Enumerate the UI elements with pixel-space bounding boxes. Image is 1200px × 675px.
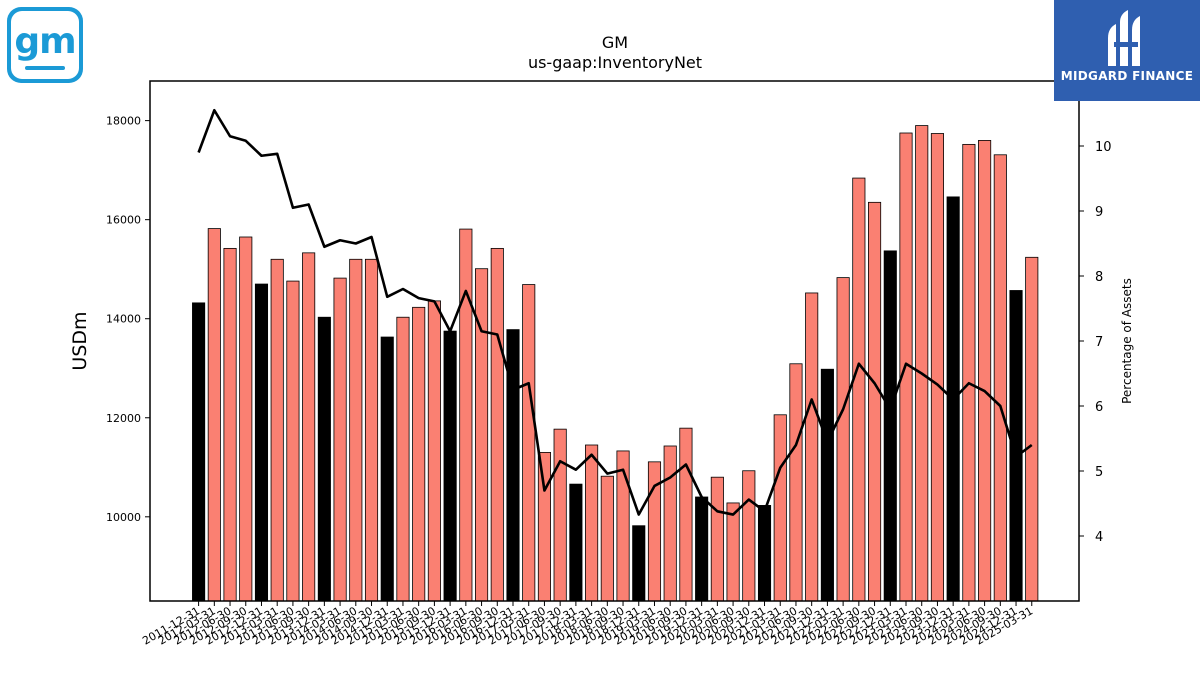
bar [427,300,441,602]
bar [993,154,1007,602]
chart-subtitle: us-gaap:InventoryNet [528,53,702,72]
midgard-emblem-icon [1108,10,1140,66]
bar [852,177,866,602]
bar [915,125,929,602]
bar [962,143,976,602]
bar [569,483,583,602]
bar [286,280,300,602]
bar [192,302,206,602]
y-tick-label: 14000 [106,313,141,326]
y2-tick-label: 9 [1095,205,1103,220]
y-tick-label: 18000 [106,115,141,128]
bar [223,247,237,602]
bar [364,258,379,602]
bar [978,140,992,602]
y2-tick-label: 6 [1095,400,1103,415]
bar [459,228,473,602]
x-axis: 2011-12-312012-03-312012-06-302012-09-30… [140,601,1035,648]
bar [396,316,410,602]
y2-tick-label: 7 [1095,335,1103,350]
percentage-line-series [197,108,1033,516]
bar [302,252,316,602]
bar [820,368,834,602]
bar [789,363,803,602]
bar [600,475,614,602]
y-tick-label: 16000 [106,214,141,227]
bar [883,250,897,602]
bar [710,476,724,602]
y-tick-label: 10000 [106,511,141,524]
bar [380,336,394,602]
midgard-finance-name: MIDGARD FINANCE [1060,69,1194,83]
bar [333,277,347,602]
gm-logo-inner: gm [11,11,79,79]
bar [553,428,567,602]
bar [742,470,756,602]
bar [443,330,457,602]
bar [726,502,740,602]
bar [239,236,253,602]
bar [695,496,709,602]
bar [930,133,944,602]
bar [537,452,551,602]
y2-tick-label: 4 [1095,530,1103,545]
bar [868,201,882,602]
bar [254,283,269,602]
bar [270,258,284,602]
y-axis-left: 10000 12000 14000 16000 18000 [106,115,150,524]
bar [317,316,331,602]
chart-title: GM [602,33,628,52]
y-tick-label: 12000 [106,412,141,425]
bar [757,505,772,602]
bar [522,284,536,602]
gm-logo-underline [25,66,65,70]
bar [632,525,646,602]
bar [412,306,426,602]
bar [663,445,677,602]
y-axis-label: USDm [69,311,91,370]
y2-axis-label: Percentage of Assets [1120,278,1134,404]
bar [349,258,363,602]
bar [1025,256,1039,602]
bar [207,228,221,602]
y-axis-right: 4 5 6 7 8 9 10 [1079,140,1112,545]
y2-tick-label: 8 [1095,270,1103,285]
bar [679,427,693,602]
y2-tick-label: 5 [1095,465,1103,480]
bar [773,414,787,602]
bar-series [192,125,1039,602]
y2-tick-label: 10 [1095,140,1112,155]
gm-logo-text: gm [14,21,76,62]
bar [836,277,850,602]
percentage-line [197,108,1033,516]
midgard-finance-logo: MIDGARD FINANCE [1054,0,1200,101]
bar [585,444,599,602]
gm-logo: gm [7,7,83,83]
bar [805,292,819,602]
bar [490,247,504,602]
